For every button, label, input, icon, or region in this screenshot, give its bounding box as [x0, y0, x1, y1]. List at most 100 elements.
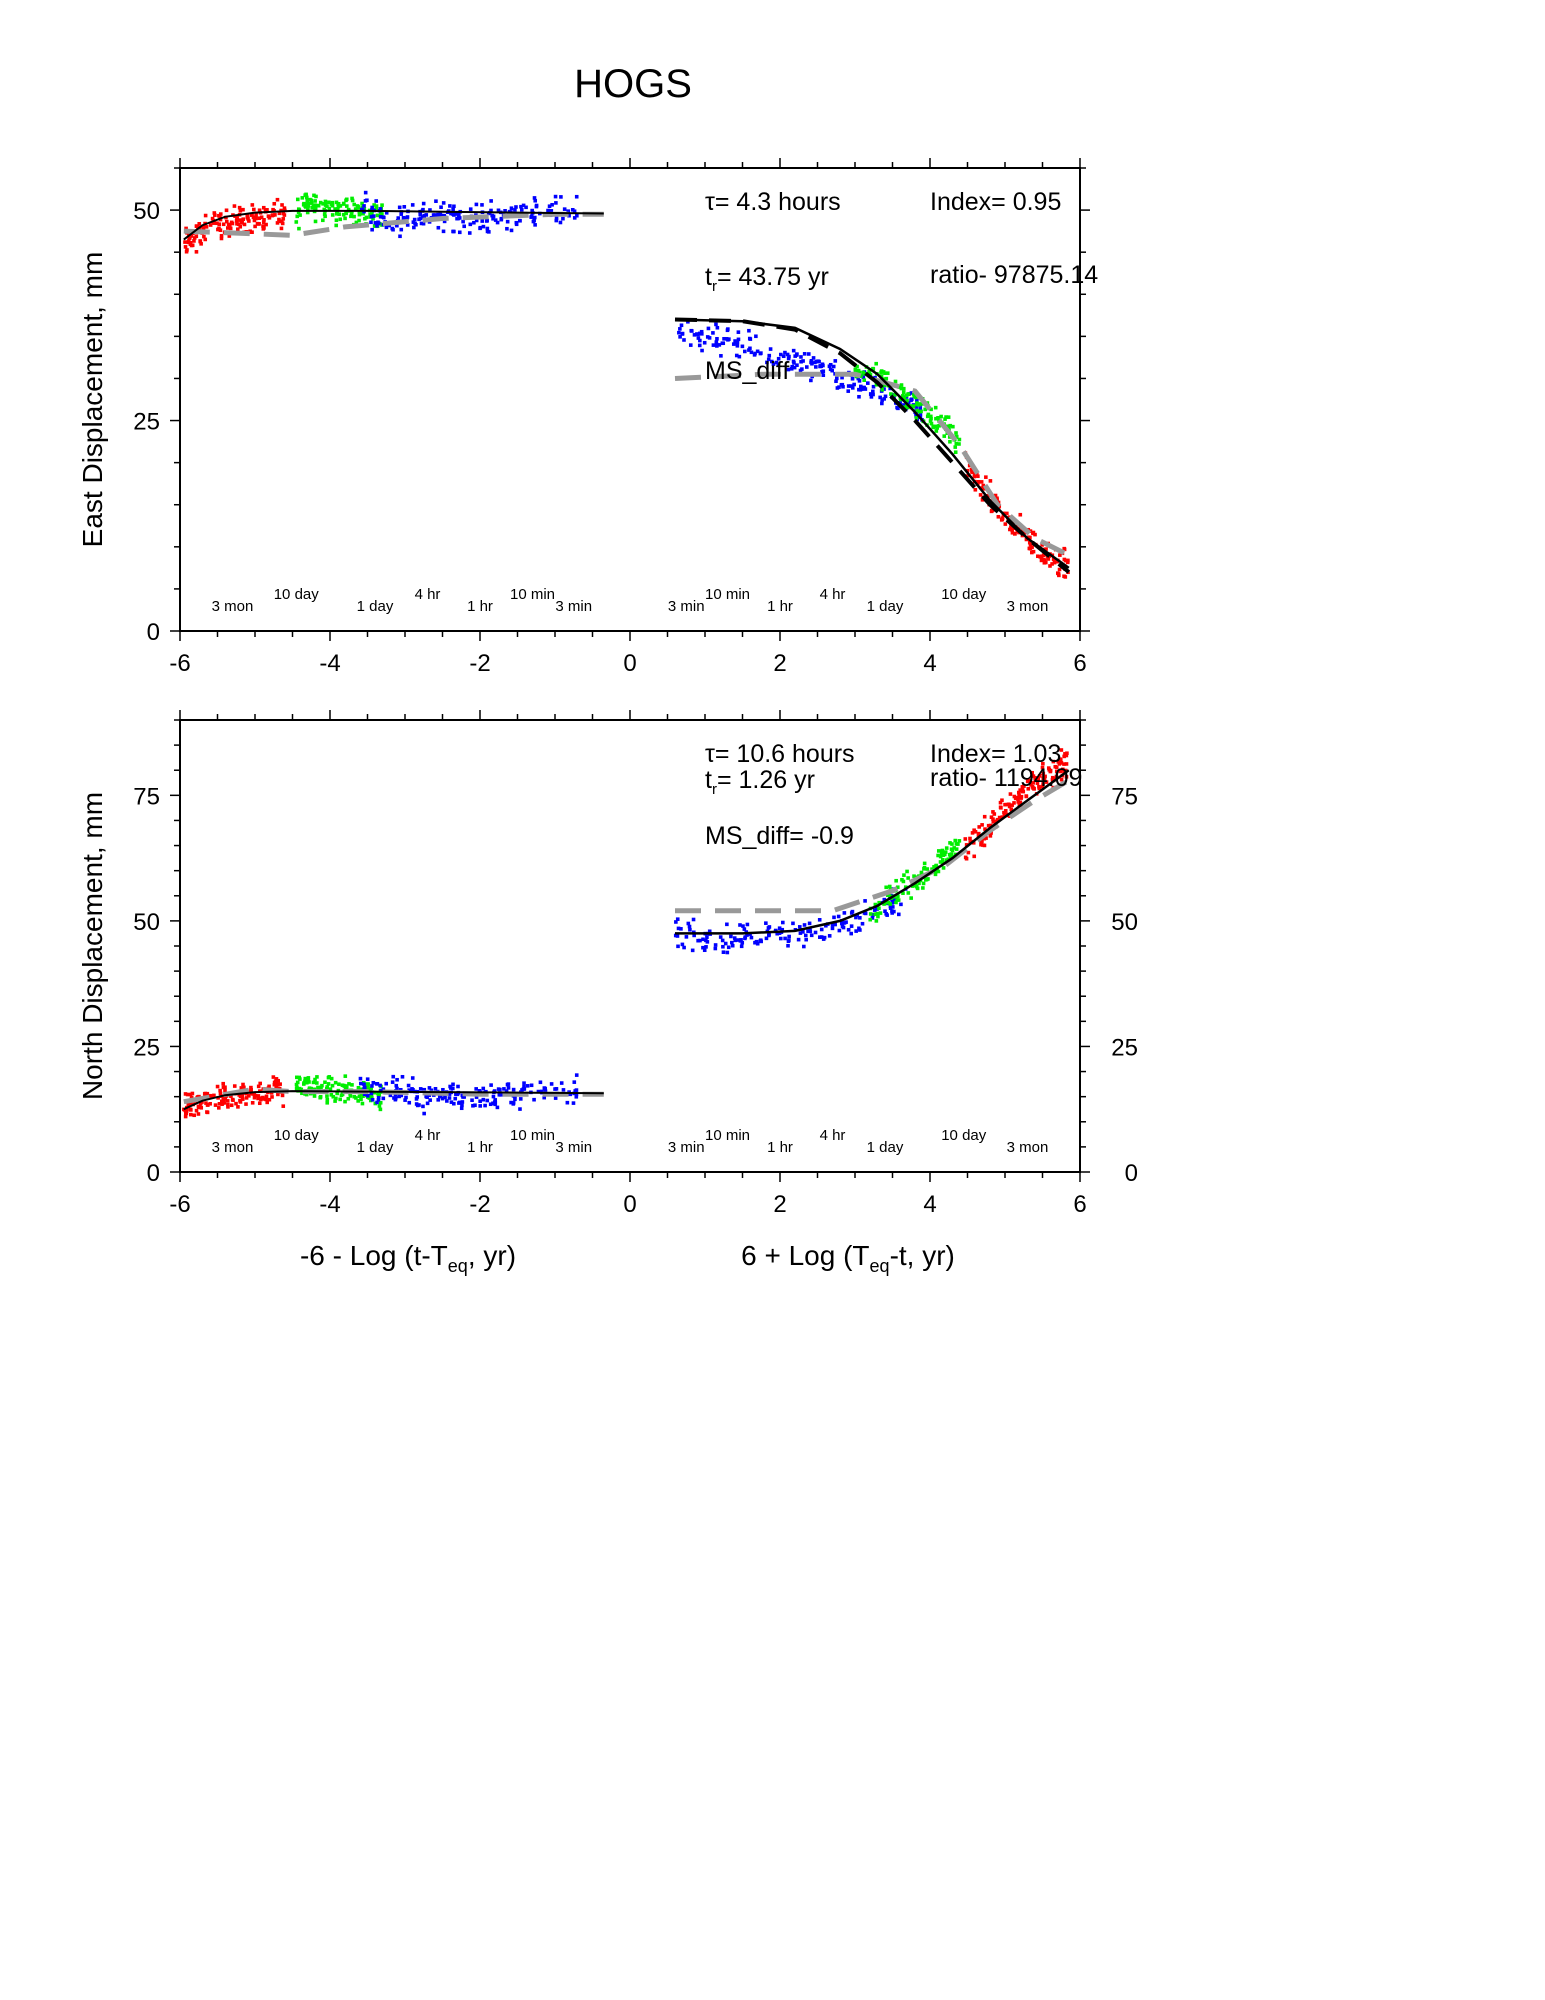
data-point — [250, 1101, 255, 1105]
data-point — [983, 827, 987, 831]
x-tick-label: 0 — [623, 650, 636, 677]
data-point — [846, 384, 851, 388]
data-point — [467, 231, 472, 235]
data-point — [813, 930, 818, 935]
data-point — [684, 935, 689, 939]
data-point — [807, 921, 812, 926]
data-point — [914, 414, 918, 418]
fit-dashed-gray-after — [674, 371, 1070, 558]
data-point — [792, 361, 796, 365]
data-point — [275, 221, 280, 225]
data-point — [918, 406, 923, 410]
data-point — [272, 1082, 277, 1087]
data-point — [318, 200, 323, 205]
data-point — [786, 367, 791, 372]
data-point — [914, 405, 919, 409]
data-point — [914, 416, 919, 420]
data-point — [241, 217, 246, 221]
data-point — [480, 203, 484, 207]
data-point — [824, 923, 828, 928]
data-point — [391, 1074, 396, 1079]
data-point — [235, 215, 239, 220]
data-point — [1020, 788, 1024, 793]
data-point — [783, 936, 787, 941]
data-point — [418, 212, 423, 217]
data-point — [821, 363, 825, 368]
data-point — [227, 234, 232, 238]
data-point — [1058, 769, 1063, 774]
data-point — [976, 833, 981, 838]
data-point — [216, 227, 220, 232]
data-point — [1044, 547, 1048, 551]
data-point — [368, 1098, 373, 1103]
data-point — [196, 1112, 201, 1116]
data-point — [986, 823, 991, 828]
data-point — [192, 1113, 197, 1118]
data-point — [819, 927, 824, 932]
data-point — [679, 323, 684, 328]
time-marker-label: 3 mon — [1007, 1139, 1049, 1156]
data-point — [1035, 781, 1040, 785]
data-point — [711, 331, 715, 335]
data-point — [225, 1099, 230, 1103]
data-point — [232, 1084, 237, 1088]
data-point — [221, 1098, 226, 1102]
data-point — [912, 392, 916, 397]
data-point — [296, 210, 301, 214]
data-point — [322, 212, 327, 216]
fit-dashed-gray-after — [675, 778, 1071, 914]
data-point — [1020, 787, 1025, 791]
data-point — [376, 1096, 381, 1100]
data-point — [370, 227, 374, 232]
data-point — [330, 213, 335, 217]
data-point — [1008, 792, 1013, 796]
data-point — [503, 209, 507, 213]
data-point — [725, 950, 730, 955]
data-point — [827, 934, 832, 938]
data-point — [969, 467, 974, 472]
data-point — [363, 190, 368, 195]
data-point — [914, 395, 918, 400]
data-point — [828, 367, 833, 372]
data-point — [259, 215, 264, 220]
x-tick-label: 4 — [923, 1191, 936, 1218]
data-point — [1040, 765, 1045, 770]
data-point — [883, 394, 888, 399]
data-point — [418, 1087, 423, 1091]
data-point — [895, 898, 900, 902]
data-point — [944, 415, 948, 419]
data-point — [1041, 782, 1045, 786]
data-point — [754, 334, 758, 339]
tr-main: t — [705, 766, 712, 794]
data-point — [372, 203, 376, 207]
data-point — [236, 222, 241, 227]
data-point — [786, 943, 790, 948]
data-point — [321, 218, 325, 223]
data-point — [878, 911, 883, 915]
data-point — [302, 1080, 306, 1085]
data-point — [566, 209, 571, 213]
data-point — [1039, 558, 1044, 563]
data-point — [707, 336, 712, 340]
data-point — [729, 934, 733, 939]
data-point — [414, 1097, 419, 1101]
data-point — [559, 1081, 564, 1085]
data-point — [203, 213, 208, 218]
data-point — [318, 1095, 322, 1100]
data-point — [770, 359, 774, 364]
data-point — [873, 902, 878, 907]
data-point — [901, 390, 906, 395]
data-point — [361, 211, 365, 216]
data-point — [360, 1101, 365, 1106]
data-point — [538, 1080, 543, 1085]
data-point — [882, 383, 887, 387]
data-point — [349, 212, 354, 217]
data-point — [846, 389, 851, 393]
data-point — [1007, 804, 1012, 809]
data-point — [808, 929, 813, 934]
data-point — [314, 194, 318, 199]
data-point — [306, 1078, 311, 1082]
data-point — [256, 222, 261, 226]
data-point — [251, 215, 256, 220]
data-point — [319, 1085, 323, 1090]
